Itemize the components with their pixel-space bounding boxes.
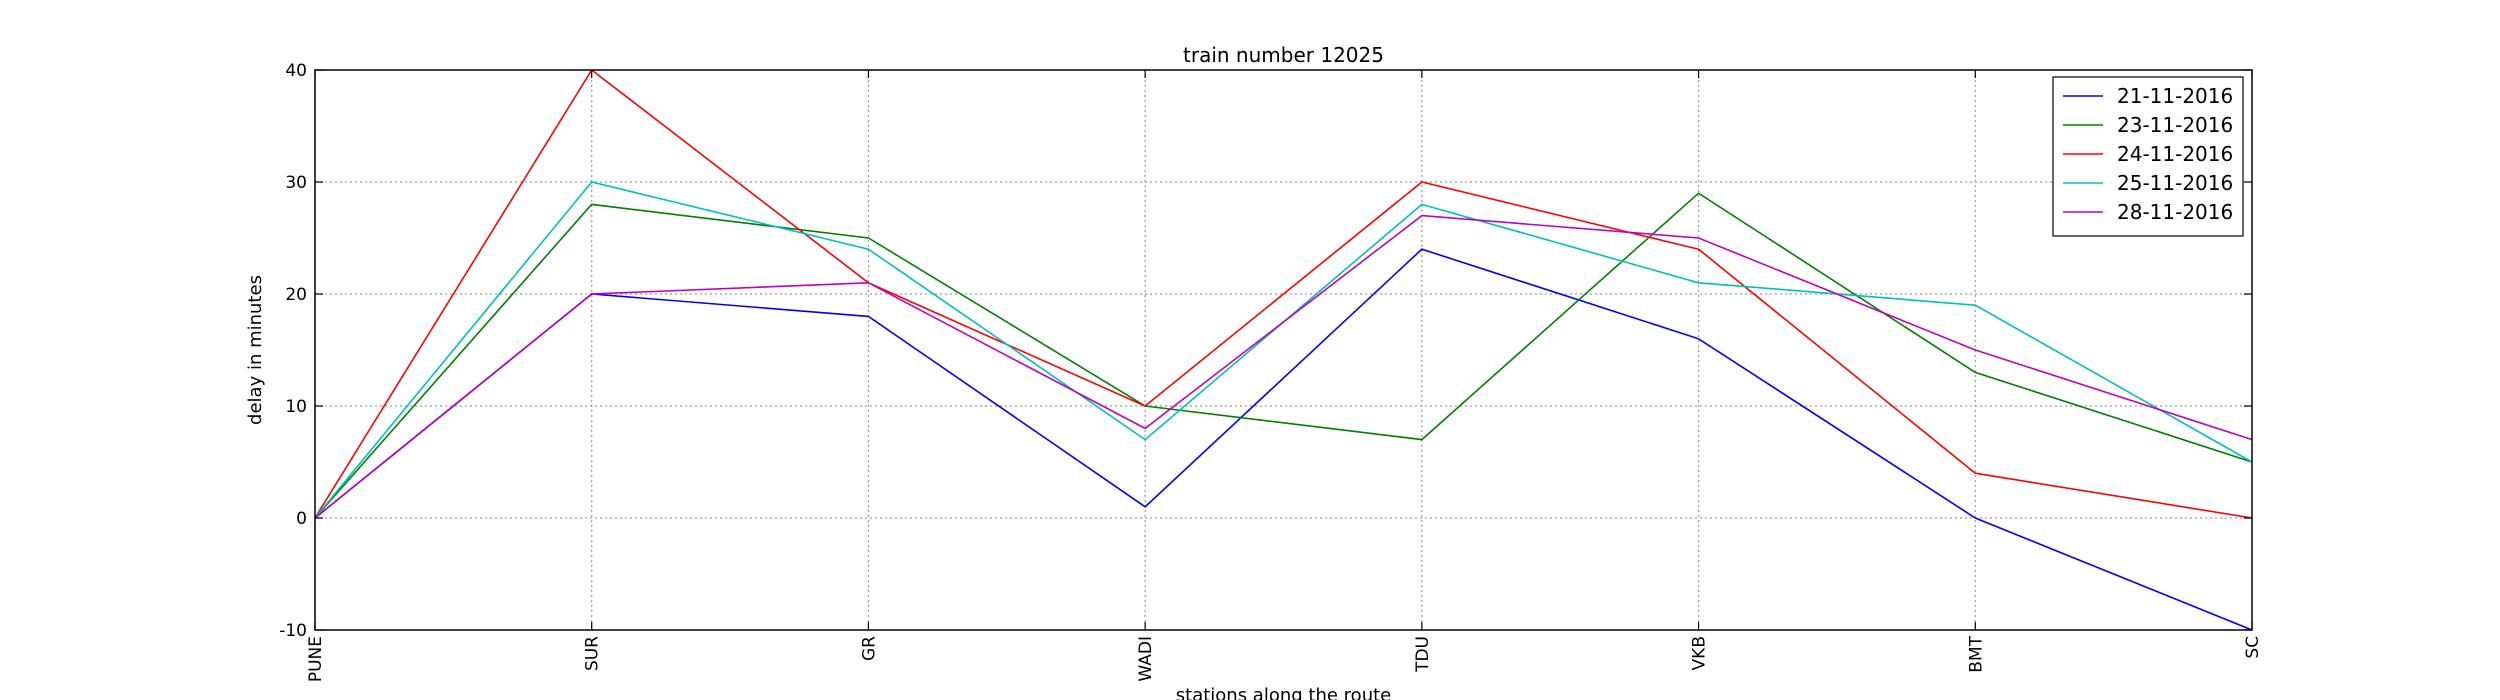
x-axis-ticks: PUNE SUR GR WADI TDU VKB BMT SC (306, 70, 2263, 682)
series-line-25-11-2016 (314, 181, 2253, 519)
legend-label: 25-11-2016 (2117, 171, 2233, 195)
y-axis-label: delay in minutes (245, 275, 266, 425)
chart-title: train number 12025 (1183, 43, 1384, 67)
y-tick-label: 20 (285, 285, 307, 305)
legend-label: 23-11-2016 (2117, 113, 2233, 137)
grid-lines (315, 70, 2252, 630)
y-axis-ticks: -10 0 10 20 30 40 (279, 61, 2252, 641)
legend-label: 24-11-2016 (2117, 142, 2233, 166)
y-tick-label: 40 (285, 61, 307, 81)
y-tick-label: 0 (296, 509, 307, 529)
x-tick-label: GR (859, 636, 879, 661)
series-line-24-11-2016 (314, 68, 2253, 519)
legend-label: 21-11-2016 (2117, 84, 2233, 108)
series-lines (314, 68, 2253, 631)
x-tick-label: WADI (1136, 636, 1156, 682)
series-line-21-11-2016 (314, 248, 2253, 631)
x-tick-label: SC (2243, 636, 2263, 659)
x-tick-label: BMT (1966, 635, 1986, 672)
x-tick-label: SUR (583, 636, 603, 671)
plot-frame (314, 69, 2253, 631)
x-tick-label: PUNE (306, 636, 326, 682)
legend-box (2052, 76, 2244, 237)
x-axis-label: stations along the route (1176, 685, 1391, 700)
x-tick-label: VKB (1690, 636, 1710, 670)
y-tick-label: -10 (279, 621, 307, 641)
y-tick-label: 10 (285, 397, 307, 417)
series-line-28-11-2016 (314, 214, 2253, 519)
legend-label: 28-11-2016 (2117, 200, 2233, 224)
series-line-23-11-2016 (314, 192, 2253, 519)
x-tick-label: TDU (1413, 636, 1433, 673)
legend: 21-11-2016 23-11-2016 24-11-2016 25-11-2016… (2052, 76, 2244, 237)
y-tick-label: 30 (285, 173, 307, 193)
